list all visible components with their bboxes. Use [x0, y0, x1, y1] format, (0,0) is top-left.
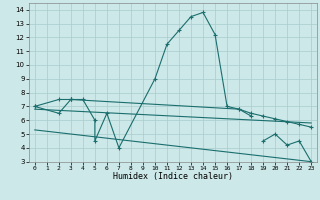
X-axis label: Humidex (Indice chaleur): Humidex (Indice chaleur): [113, 172, 233, 181]
